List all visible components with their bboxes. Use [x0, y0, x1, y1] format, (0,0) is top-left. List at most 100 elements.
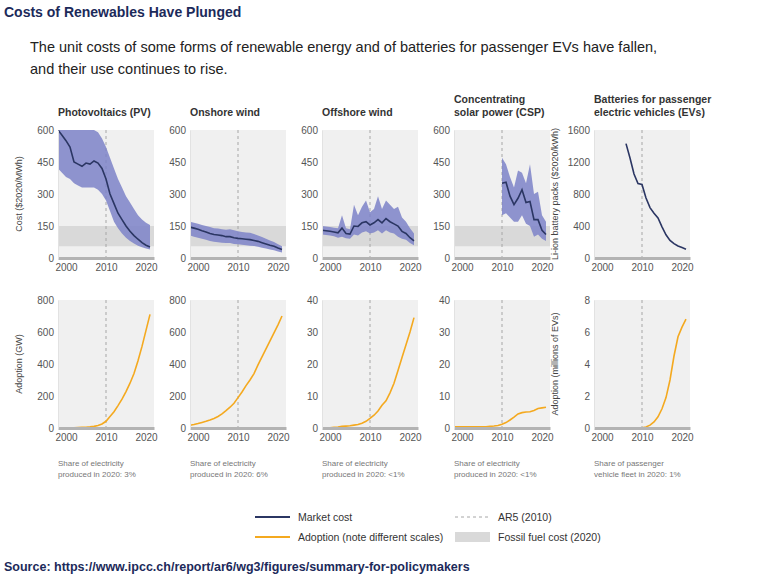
y-tick: 450	[301, 157, 322, 168]
y-tick-label: 300	[169, 189, 186, 200]
x-tick-label: 2010	[227, 262, 250, 273]
y-tick-label: 30	[439, 327, 451, 338]
y-axis-title: Li-ion battery packs ($2020/kWh)	[550, 128, 560, 260]
y-tick: 40	[439, 295, 454, 306]
x-tick: 2020	[671, 258, 694, 273]
x-tick-label: 2000	[55, 432, 78, 443]
y-tick-label: 600	[301, 125, 318, 136]
panel-note: vehicle fleet in 2020: 1%	[594, 470, 681, 479]
y-tick-label: 600	[433, 125, 450, 136]
y-tick: 0	[312, 423, 322, 434]
x-tick: 2010	[95, 258, 118, 273]
plot-area	[454, 300, 546, 428]
plot-background	[322, 300, 418, 428]
plot-area	[190, 300, 282, 428]
plot-background	[322, 130, 418, 258]
plot-background	[190, 300, 286, 428]
y-axis-line	[594, 301, 595, 429]
x-tick: 2020	[399, 258, 422, 273]
series-line	[454, 407, 546, 427]
x-tick: 2020	[671, 428, 694, 443]
plot-background	[594, 130, 690, 258]
y-tick: 800	[169, 295, 190, 306]
y-tick-label: 0	[48, 423, 54, 434]
y-tick-label: 200	[169, 391, 186, 402]
y-tick: 400	[169, 359, 190, 370]
plot-area	[322, 130, 418, 258]
x-axis-line	[323, 427, 419, 430]
y-tick-label: 20	[439, 359, 451, 370]
y-tick: 0	[444, 423, 454, 434]
plot-area	[190, 130, 286, 258]
chart-container: Costs of Renewables Have PlungedThe unit…	[0, 0, 768, 577]
x-tick-label: 2010	[227, 432, 250, 443]
y-tick-label: 300	[37, 189, 54, 200]
x-tick: 2020	[135, 258, 158, 273]
y-axis-line	[454, 301, 455, 429]
y-axis: 02468	[584, 295, 594, 434]
legend-label: Fossil fuel cost (2020)	[498, 531, 601, 543]
x-tick-label: 2000	[319, 432, 342, 443]
y-axis-line	[454, 131, 455, 259]
y-tick: 400	[37, 359, 58, 370]
y-tick: 300	[433, 189, 454, 200]
y-tick: 800	[37, 295, 58, 306]
y-tick-label: 4	[584, 359, 590, 370]
plot-area	[622, 300, 686, 428]
y-tick-label: 800	[573, 189, 590, 200]
x-axis-line	[455, 257, 551, 260]
x-tick: 2010	[631, 258, 654, 273]
y-tick-label: 10	[307, 391, 319, 402]
y-tick-label: 0	[584, 423, 590, 434]
x-tick: 2020	[399, 428, 422, 443]
x-axis-line	[595, 257, 691, 260]
y-tick: 20	[307, 359, 322, 370]
y-tick: 600	[433, 125, 454, 136]
x-tick-label: 2010	[491, 262, 514, 273]
legend-swatch	[255, 536, 290, 538]
series-line	[58, 130, 150, 247]
series-line	[190, 227, 282, 249]
x-tick: 2000	[591, 428, 614, 443]
y-axis-title: Adoption (GW)	[14, 334, 24, 394]
legend-swatch	[455, 532, 490, 542]
ar5-line	[642, 130, 643, 258]
y-tick-label: 600	[169, 327, 186, 338]
x-tick-label: 2000	[187, 432, 210, 443]
y-tick: 1600	[568, 125, 594, 136]
x-tick-label: 2000	[591, 432, 614, 443]
x-tick: 2000	[451, 428, 474, 443]
chart-root: Costs of Renewables Have PlungedThe unit…	[0, 0, 768, 577]
legend-label: Adoption (note different scales)	[298, 531, 443, 543]
y-tick: 0	[312, 253, 322, 264]
x-tick: 2000	[187, 258, 210, 273]
x-tick-label: 2010	[95, 432, 118, 443]
y-tick-label: 40	[439, 295, 451, 306]
ar5-line	[106, 300, 107, 428]
y-tick-label: 40	[307, 295, 319, 306]
y-tick-label: 0	[48, 253, 54, 264]
ar5-line	[370, 300, 371, 428]
y-tick-label: 150	[433, 221, 450, 232]
x-tick: 2010	[227, 428, 250, 443]
x-tick: 2020	[531, 428, 554, 443]
y-tick-label: 400	[37, 359, 54, 370]
x-tick-label: 2000	[187, 262, 210, 273]
series-line	[322, 318, 414, 428]
x-tick-label: 2010	[95, 262, 118, 273]
x-tick-label: 2000	[451, 262, 474, 273]
plot-background	[190, 130, 286, 258]
series-line	[626, 144, 686, 250]
y-tick: 200	[37, 391, 58, 402]
legend-swatch	[455, 517, 490, 518]
panel: 2000201020200150300450600Concentratingso…	[433, 93, 554, 273]
x-tick: 2000	[55, 428, 78, 443]
y-tick-label: 8	[584, 295, 590, 306]
panel-note: Share of electricity	[58, 459, 124, 468]
x-axis-line	[595, 427, 691, 430]
x-tick-label: 2000	[451, 432, 474, 443]
y-tick: 300	[301, 189, 322, 200]
x-axis-line	[323, 257, 419, 260]
y-tick-label: 450	[169, 157, 186, 168]
y-tick: 450	[37, 157, 58, 168]
